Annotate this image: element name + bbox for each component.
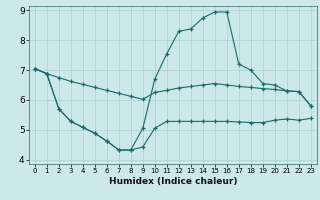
X-axis label: Humidex (Indice chaleur): Humidex (Indice chaleur) (108, 177, 237, 186)
